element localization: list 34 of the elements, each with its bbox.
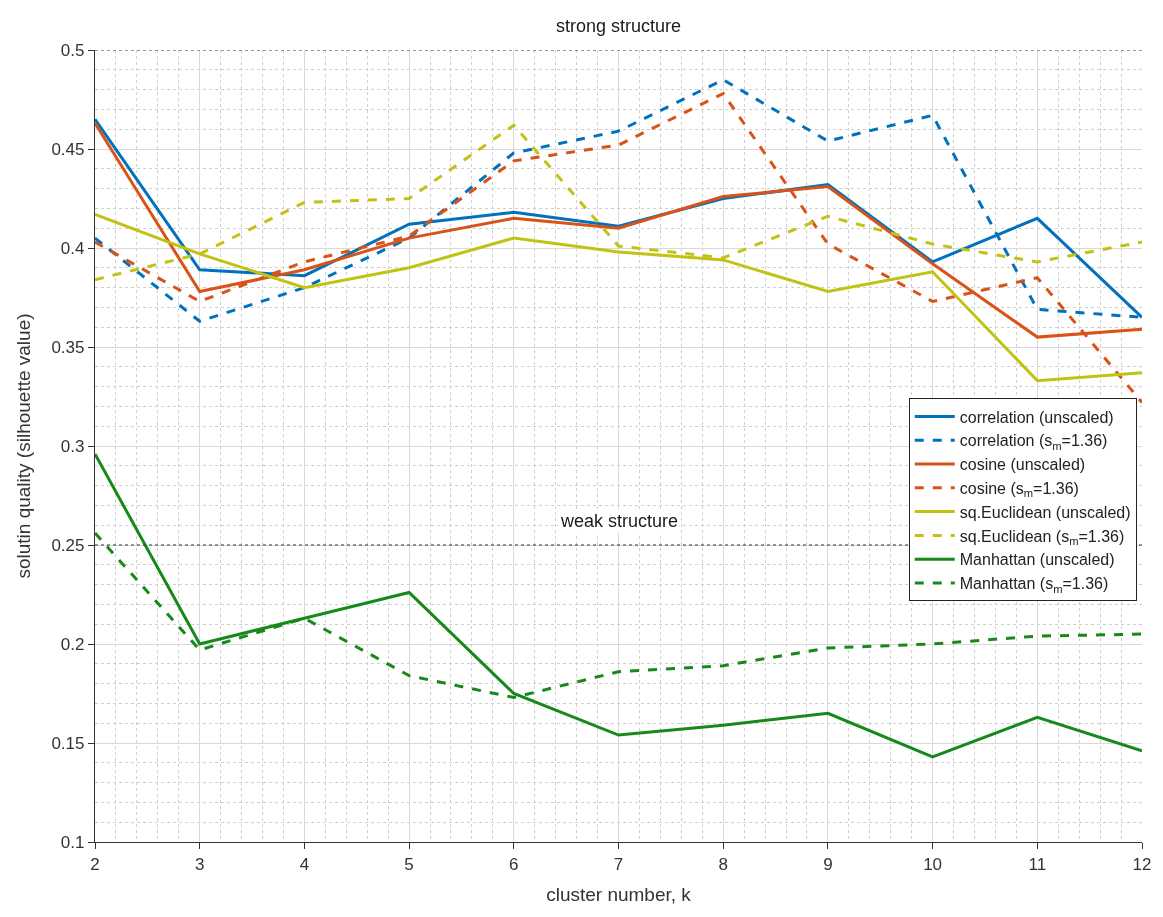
- x-tick-label: 5: [404, 854, 414, 874]
- y-tick-label: 0.15: [51, 733, 85, 753]
- legend-label: correlation (unscaled): [959, 408, 1114, 426]
- y-tick-label: 0.5: [60, 40, 85, 60]
- ref-line-label: weak structure: [560, 511, 679, 531]
- y-tick-label: 0.45: [51, 139, 85, 159]
- legend-label: cosine (s$_{m}$=1.36): [959, 480, 1079, 500]
- y-tick-label: 0.25: [51, 535, 85, 555]
- x-tick-label: 11: [1028, 854, 1047, 874]
- legend-label: sq.Euclidean (s$_{m}$=1.36): [959, 527, 1125, 547]
- y-tick-label: 0.1: [60, 832, 85, 852]
- x-tick-label: 6: [509, 854, 519, 874]
- legend-label: cosine (unscaled): [959, 456, 1086, 474]
- x-tick-label: 10: [923, 854, 943, 874]
- line-series: [95, 452, 1142, 759]
- y-tick-label: 0.35: [51, 337, 85, 357]
- y-tick-label: 0.4: [60, 238, 85, 258]
- legend-label: Manhattan (unscaled): [959, 551, 1115, 569]
- x-tick-label: 2: [90, 854, 100, 874]
- legend-label: sq.Euclidean (unscaled): [959, 503, 1131, 521]
- line-series: [95, 92, 1142, 404]
- x-tick-label: 12: [1132, 854, 1152, 874]
- x-tick-label: 3: [194, 854, 205, 874]
- legend-label: Manhattan (s$_{m}$=1.36): [959, 575, 1109, 595]
- y-tick-label: 0.3: [60, 436, 85, 456]
- x-tick-label: 9: [823, 854, 833, 874]
- x-tick-label: 7: [613, 854, 624, 874]
- y-axis-title: solutin quality (silhouette value): [13, 313, 35, 579]
- x-axis-title: cluster number, k: [546, 884, 692, 906]
- x-tick-label: 4: [299, 854, 310, 874]
- x-tick-label: 8: [718, 854, 728, 874]
- y-tick-label: 0.2: [60, 634, 85, 654]
- legend-label: correlation (s$_{m}$=1.36): [959, 432, 1108, 452]
- ref-line-label: strong structure: [556, 16, 682, 36]
